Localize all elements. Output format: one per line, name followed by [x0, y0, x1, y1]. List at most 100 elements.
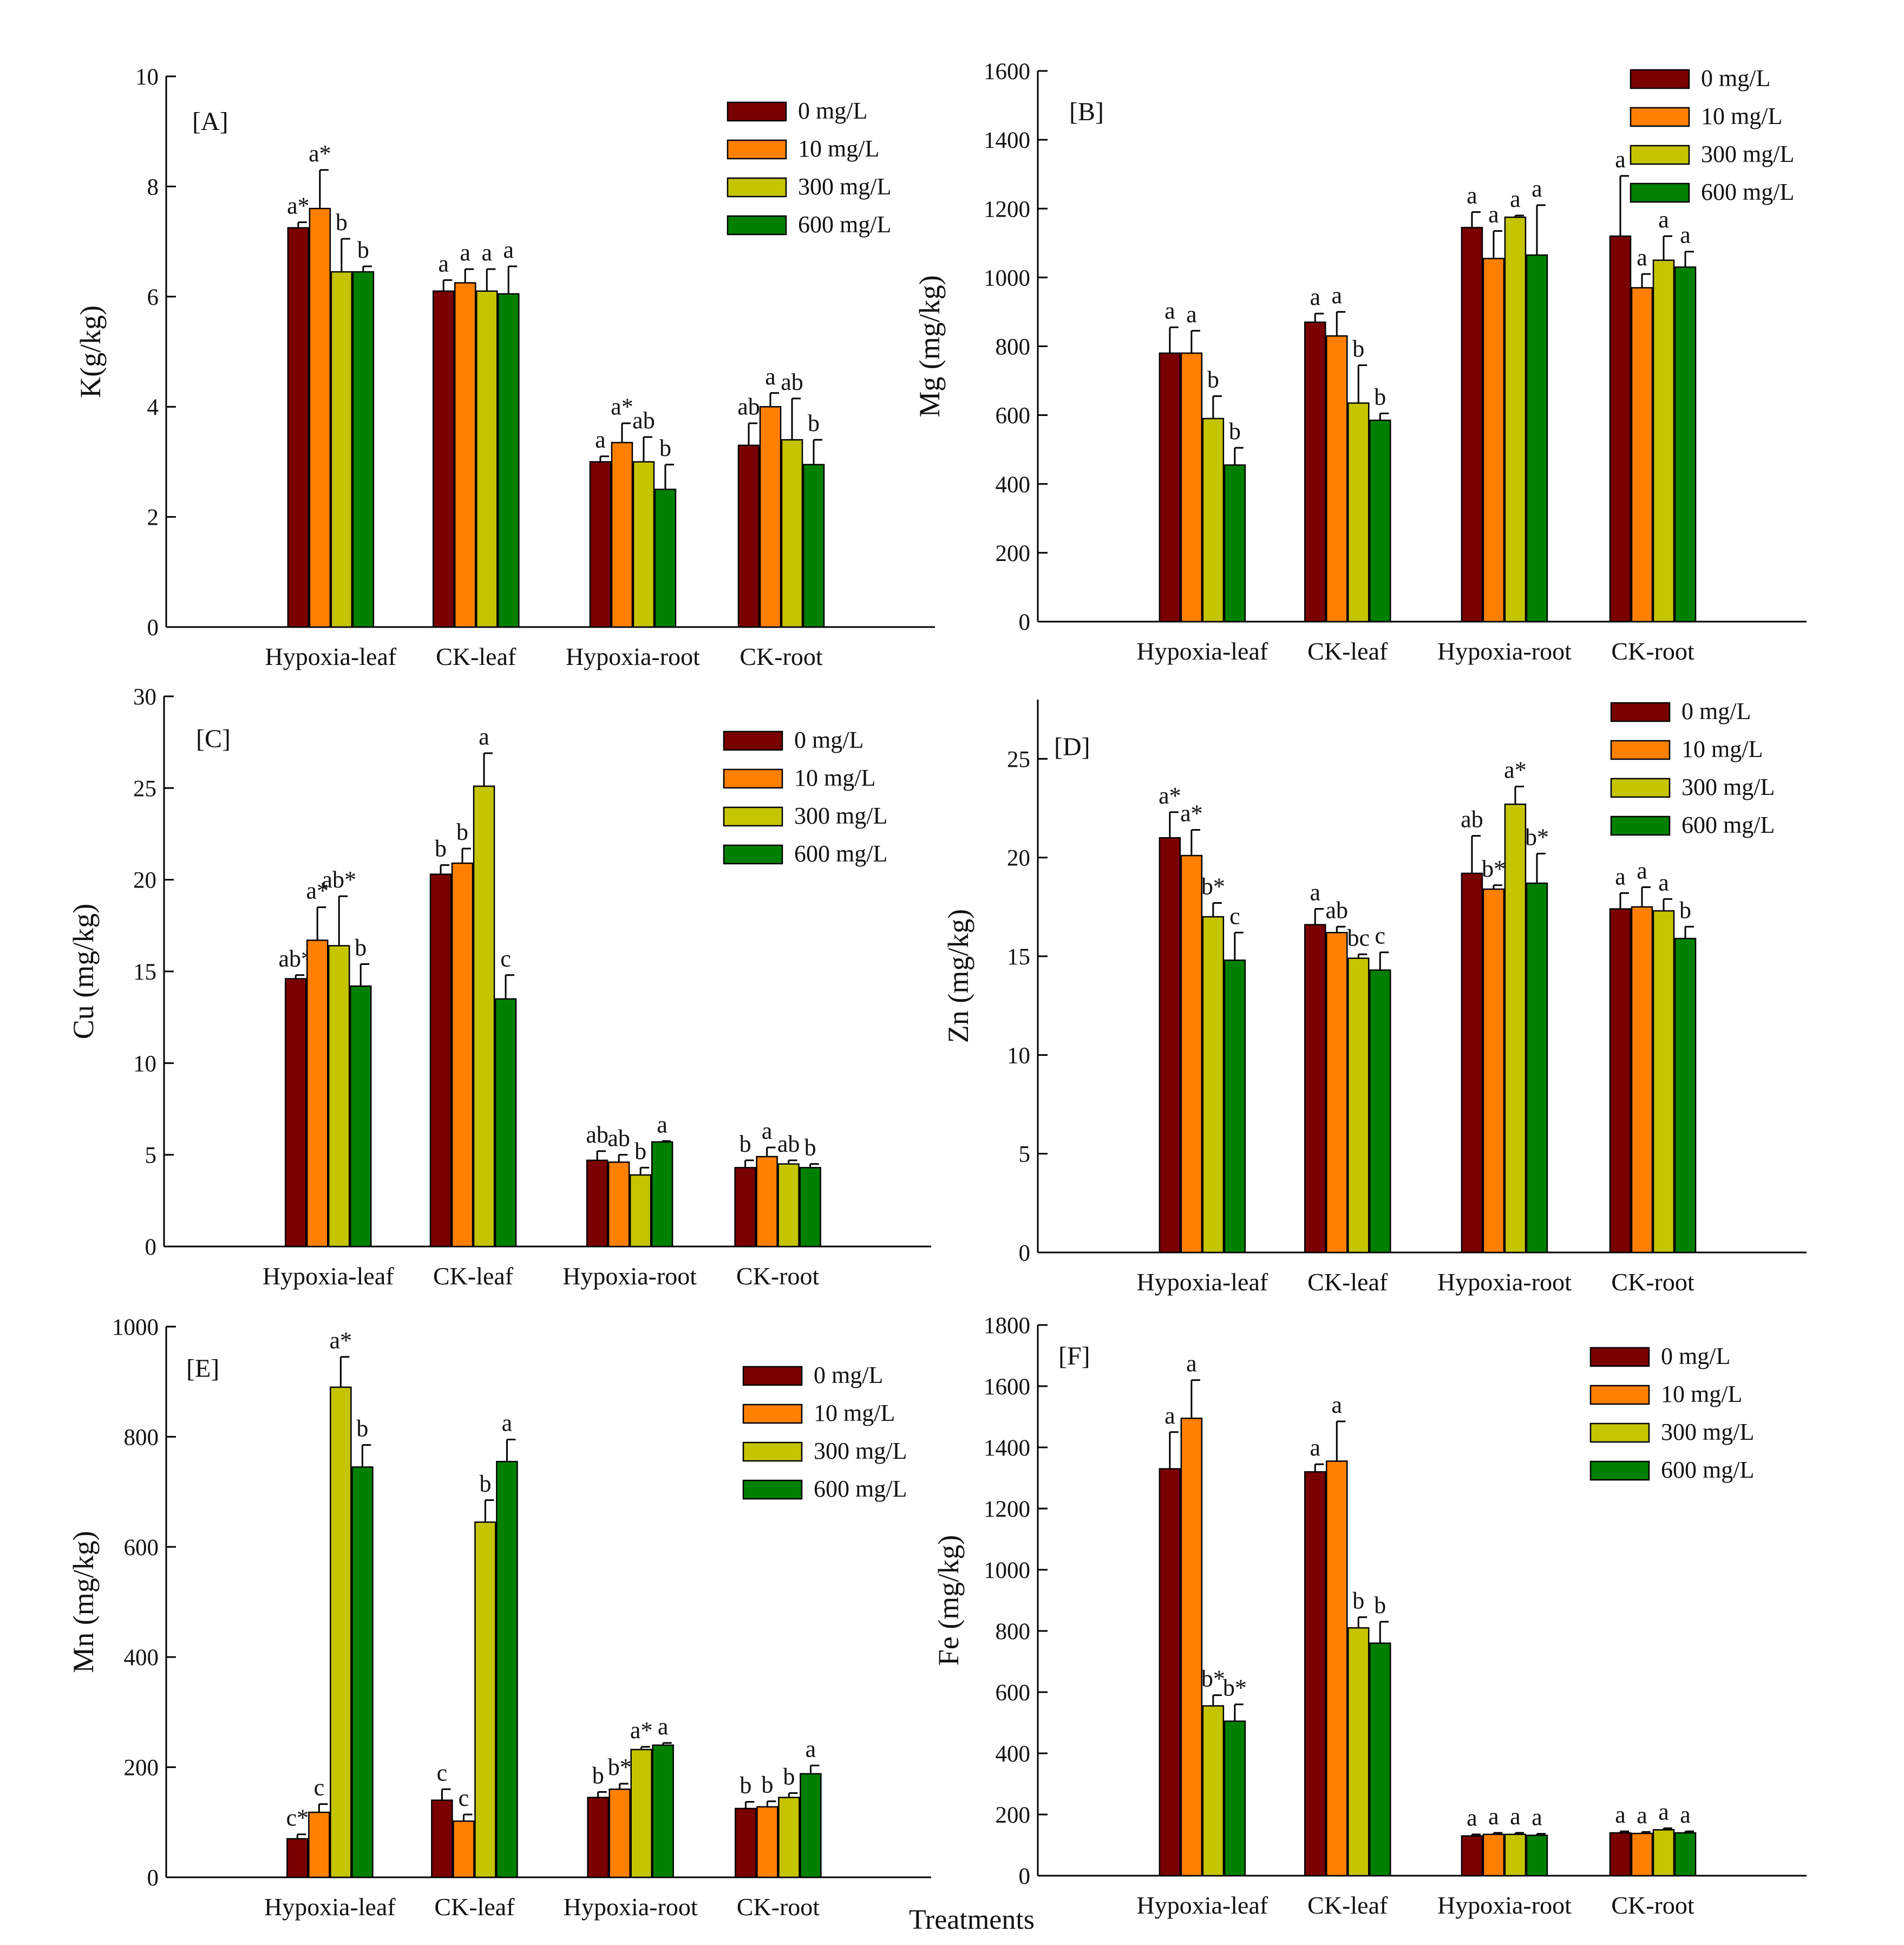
- bar: [1609, 1832, 1632, 1877]
- y-tick-label: 0: [1019, 1864, 1031, 1889]
- y-tick-label: 1800: [984, 1313, 1030, 1339]
- significance-label: a: [1658, 1798, 1669, 1825]
- bar: [309, 207, 331, 628]
- y-tick-label: 400: [996, 472, 1031, 498]
- significance-label: b: [1229, 418, 1241, 445]
- significance-label: a: [1510, 1803, 1521, 1830]
- bar: [1223, 1720, 1246, 1877]
- legend-swatch: [727, 139, 787, 160]
- bar: [351, 1466, 374, 1878]
- bar: [287, 227, 310, 628]
- significance-label: b: [804, 1134, 816, 1161]
- y-tick-label: 200: [124, 1755, 159, 1781]
- y-tick-label: 8: [147, 174, 159, 200]
- significance-label: a: [657, 1111, 668, 1138]
- y-tick-label: 400: [996, 1741, 1031, 1767]
- significance-label: a: [1637, 1802, 1647, 1829]
- y-tick-label: 1400: [984, 128, 1030, 153]
- category-label: CK-leaf: [433, 1262, 514, 1290]
- bar: [651, 1141, 673, 1248]
- bar: [632, 461, 655, 628]
- category-label: Hypoxia-root: [1437, 637, 1572, 665]
- y-axis-title: Fe (mg/kg): [932, 1535, 965, 1666]
- significance-label: a: [1615, 146, 1626, 173]
- bar: [587, 1797, 609, 1878]
- legend-swatch: [723, 730, 783, 751]
- y-tick-label: 30: [133, 684, 156, 710]
- significance-label: b: [357, 237, 369, 263]
- legend-swatch: [727, 215, 787, 236]
- legend: 0 mg/L 10 mg/L 300 mg/L 600 mg/L: [1630, 65, 1794, 205]
- y-tick-label: 10: [1007, 1043, 1030, 1068]
- category-label: CK-leaf: [1307, 1268, 1388, 1296]
- category-label: Hypoxia-leaf: [1137, 637, 1268, 665]
- y-axis-title: Zn (mg/kg): [942, 909, 974, 1043]
- legend-label: 0 mg/L: [814, 1362, 883, 1388]
- bar: [799, 1167, 821, 1248]
- bar: [474, 1521, 496, 1878]
- y-tick-label: 4: [147, 395, 159, 420]
- bar: [473, 785, 495, 1248]
- bar: [433, 290, 455, 628]
- category-label: Hypoxia-root: [564, 1893, 698, 1921]
- significance-label: b: [336, 209, 348, 236]
- bar: [1631, 287, 1653, 623]
- category-label: Hypoxia-root: [566, 643, 700, 670]
- bar: [454, 282, 476, 628]
- significance-label: b: [1352, 1588, 1364, 1614]
- category-label: Hypoxia-root: [562, 1262, 697, 1290]
- bar: [1482, 1833, 1505, 1877]
- significance-label: b*: [1525, 824, 1549, 850]
- bar: [1326, 335, 1348, 623]
- significance-label: bc: [1347, 924, 1370, 951]
- shared-x-axis-title: Treatments: [909, 1904, 1035, 1935]
- bar: [1223, 464, 1246, 623]
- significance-label: a: [1488, 201, 1499, 228]
- legend-swatch: [1630, 107, 1690, 127]
- bar: [1202, 417, 1225, 623]
- panel-tag: [F]: [1058, 1342, 1090, 1370]
- significance-label: c: [314, 1774, 325, 1801]
- legend: 0 mg/L 10 mg/L 300 mg/L 600 mg/L: [1610, 698, 1775, 838]
- y-axis-title: Mn (mg/kg): [67, 1531, 100, 1673]
- bar: [735, 1807, 757, 1878]
- legend-label: 10 mg/L: [794, 765, 875, 791]
- bar: [1674, 1832, 1697, 1877]
- significance-label: a: [460, 239, 470, 266]
- y-tick-label: 0: [147, 615, 159, 641]
- bar: [1526, 254, 1548, 623]
- y-axis-title: K(g/kg): [74, 305, 107, 398]
- bar: [1304, 1471, 1326, 1877]
- significance-label: a: [1637, 857, 1647, 884]
- significance-label: a: [765, 363, 776, 390]
- significance-label: a: [1637, 244, 1647, 271]
- significance-label: a: [1331, 282, 1342, 309]
- bar: [1369, 1642, 1391, 1877]
- significance-label: a: [479, 723, 489, 750]
- significance-label: c: [437, 1759, 448, 1786]
- category-label: Hypoxia-root: [1437, 1268, 1572, 1296]
- significance-label: b: [1374, 383, 1386, 410]
- significance-label: b: [761, 1772, 773, 1798]
- significance-label: ab: [781, 369, 803, 395]
- significance-label: a: [1532, 175, 1542, 202]
- bar: [498, 293, 520, 628]
- legend: 0 mg/L 10 mg/L 300 mg/L 600 mg/L: [1589, 1343, 1754, 1483]
- significance-label: a: [1680, 222, 1691, 249]
- bar: [756, 1806, 778, 1878]
- legend-swatch: [723, 768, 783, 789]
- bar: [1159, 352, 1181, 623]
- y-tick-label: 0: [1019, 610, 1031, 635]
- significance-label: a: [1186, 1350, 1197, 1377]
- significance-label: a: [1615, 863, 1626, 890]
- significance-label: ab: [607, 1125, 630, 1152]
- legend: 0 mg/L 10 mg/L 300 mg/L 600 mg/L: [742, 1362, 907, 1502]
- significance-label: b*: [608, 1754, 632, 1780]
- legend-swatch: [1589, 1422, 1650, 1443]
- legend-label: 10 mg/L: [1701, 103, 1782, 129]
- y-tick-label: 20: [1007, 846, 1030, 871]
- bar: [778, 1797, 800, 1878]
- chart-panel-b: 0 200 400 600 800 1000 1200 1400 1600 Mg (mg/kg) […: [913, 59, 1807, 665]
- significance-label: a: [503, 237, 514, 263]
- bar: [800, 1773, 822, 1878]
